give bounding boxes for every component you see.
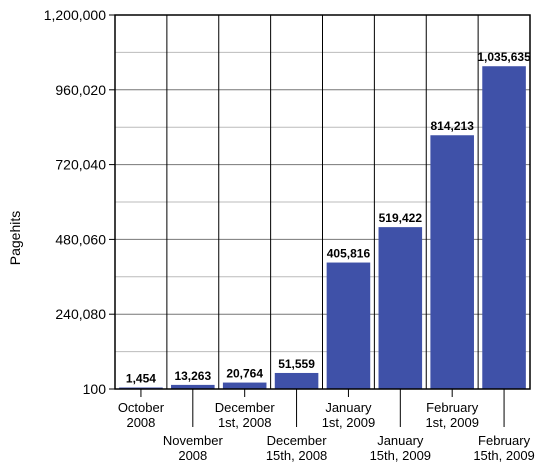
data-label: 1,035,635 (477, 50, 531, 64)
bar (222, 382, 267, 389)
data-label: 519,422 (379, 211, 423, 225)
bar (482, 66, 526, 390)
data-label: 20,764 (226, 367, 263, 381)
x-tick-label: February 15th, 2009 (473, 433, 534, 463)
x-tick-label: January 15th, 2009 (370, 433, 431, 463)
bar (378, 227, 423, 389)
data-labels: 1,454 13,263 20,764 51,559 405,816 519,422 814… (126, 50, 531, 385)
y-tick-label: 100 (83, 381, 107, 397)
x-tick-label: January 1st, 2009 (322, 400, 376, 430)
bar (430, 135, 474, 389)
y-tick-label: 480,060 (55, 231, 106, 247)
bar (326, 262, 371, 389)
bars (119, 66, 526, 390)
data-label: 13,263 (174, 369, 211, 383)
data-label: 51,559 (278, 357, 315, 371)
bar (274, 372, 319, 389)
y-axis-label: Pagehits (7, 211, 23, 265)
data-label: 814,213 (430, 119, 474, 133)
y-tick-label: 1,200,000 (44, 7, 106, 23)
data-label: 1,454 (126, 372, 156, 386)
y-tick-label: 960,020 (55, 82, 106, 98)
data-label: 405,816 (327, 247, 371, 261)
plot-frame (114, 14, 531, 390)
y-tick-label: 240,080 (55, 306, 106, 322)
x-tick-label: November 2008 (163, 433, 224, 463)
y-tick-label: 720,040 (55, 157, 106, 173)
bar (171, 384, 215, 389)
x-tick-label: February 1st, 2009 (425, 400, 479, 430)
x-tick-label: October 2008 (118, 400, 165, 430)
x-tick-label: December 15th, 2008 (266, 433, 327, 463)
x-tick-label: December 1st, 2008 (215, 400, 276, 430)
